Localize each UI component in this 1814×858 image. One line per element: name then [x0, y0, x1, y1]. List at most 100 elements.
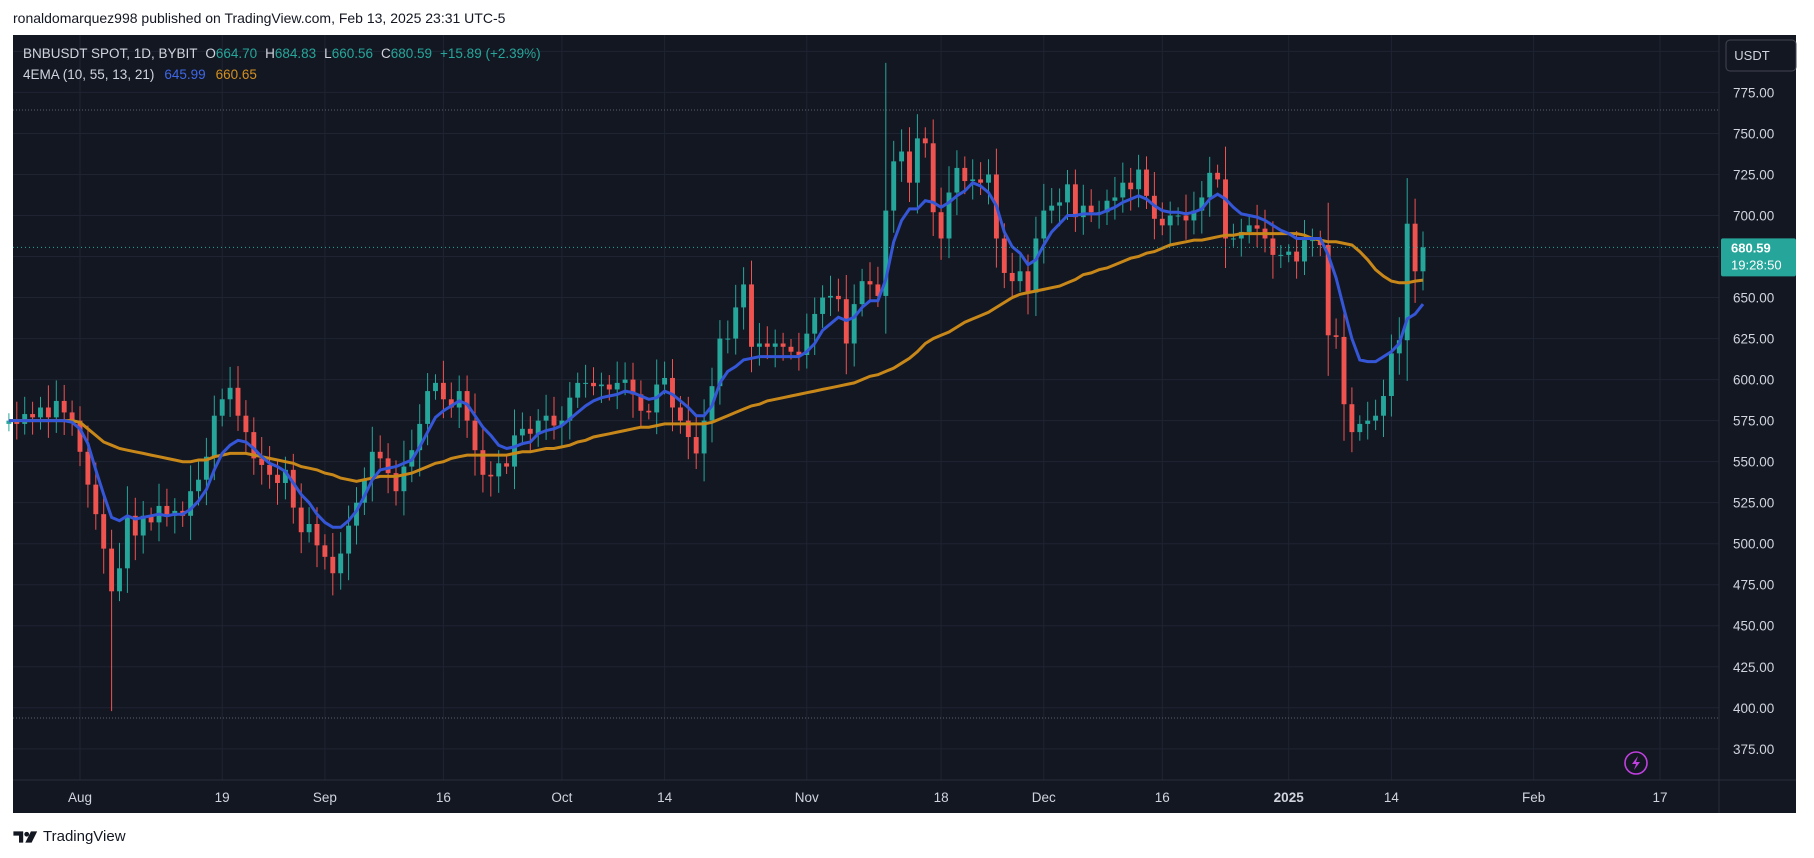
- candle-body: [899, 151, 905, 162]
- candle: [535, 409, 541, 447]
- price-tick-label: 400.00: [1733, 701, 1774, 716]
- chart-background: [13, 35, 1796, 813]
- candle: [69, 400, 75, 436]
- footer-brand[interactable]: TradingView: [13, 828, 126, 845]
- indicator-name: 4EMA (10, 55, 13, 21): [23, 67, 154, 82]
- candle-body: [962, 167, 968, 182]
- candle-body: [559, 420, 565, 426]
- candle-body: [859, 281, 865, 305]
- candle: [1246, 215, 1252, 244]
- candle: [804, 313, 810, 369]
- candle-body: [867, 281, 873, 285]
- candle-body: [1381, 396, 1386, 416]
- candle-body: [1017, 271, 1023, 282]
- lightning-icon[interactable]: [1624, 751, 1648, 775]
- bar-countdown: 19:28:50: [1731, 257, 1782, 272]
- candle-body: [124, 515, 130, 569]
- candle-body: [725, 338, 731, 340]
- candle: [30, 401, 36, 435]
- candle: [1159, 202, 1165, 236]
- candle: [440, 360, 446, 419]
- candle-body: [1325, 245, 1331, 336]
- candle: [946, 166, 952, 259]
- candle-body: [1159, 218, 1165, 226]
- candle: [986, 159, 991, 205]
- price-tick-label: 525.00: [1733, 496, 1774, 511]
- candle: [1317, 230, 1323, 257]
- candle-body: [425, 391, 431, 424]
- price-tick-label: 600.00: [1733, 373, 1774, 388]
- candle-body: [140, 515, 146, 536]
- candle: [978, 162, 984, 195]
- candle: [1349, 387, 1355, 453]
- candle-body: [251, 432, 257, 459]
- candle: [1112, 176, 1118, 220]
- candle-body: [583, 382, 589, 384]
- candle-body: [219, 399, 225, 416]
- candle: [733, 284, 739, 355]
- candle: [970, 159, 976, 200]
- price-tick-label: 650.00: [1733, 291, 1774, 306]
- candle: [1278, 245, 1284, 269]
- candle: [1270, 221, 1276, 279]
- candle: [1325, 202, 1331, 376]
- candle: [962, 156, 968, 195]
- candle-body: [109, 548, 115, 592]
- candle-body: [1254, 225, 1260, 229]
- candle-body: [1049, 205, 1055, 211]
- candle-body: [1183, 215, 1189, 221]
- candle: [124, 486, 130, 593]
- candle: [725, 320, 731, 354]
- currency-button[interactable]: USDT: [1725, 39, 1797, 72]
- candle: [53, 380, 59, 433]
- candle-body: [677, 407, 683, 421]
- candle: [1136, 154, 1142, 208]
- candle-body: [472, 420, 478, 451]
- candle-body: [101, 514, 107, 549]
- candle: [290, 453, 296, 524]
- ema-fast-line: [8, 180, 1425, 529]
- candle-body: [835, 295, 841, 300]
- price-tick-label: 500.00: [1733, 537, 1774, 552]
- candle-body: [638, 394, 644, 411]
- candle: [109, 529, 115, 712]
- candle: [235, 366, 241, 431]
- candle: [701, 399, 707, 482]
- candle: [140, 501, 146, 554]
- candle: [6, 413, 12, 432]
- currency-button-label[interactable]: USDT: [1734, 48, 1769, 63]
- candle-body: [1388, 353, 1394, 397]
- time-tick-label: Dec: [1032, 790, 1056, 805]
- candle: [132, 497, 138, 561]
- candle-body: [6, 420, 12, 424]
- time-tick-label: 14: [1384, 790, 1400, 805]
- candle-body: [385, 458, 391, 474]
- candle-body: [448, 399, 454, 408]
- candle-body: [369, 451, 375, 480]
- candle: [749, 260, 754, 373]
- price-tick-label: 450.00: [1733, 619, 1774, 634]
- candle: [1183, 194, 1189, 240]
- published-header: ronaldomarquez998 published on TradingVi…: [13, 10, 506, 26]
- candle-body: [1112, 197, 1118, 201]
- candle: [567, 382, 573, 440]
- candle-body: [606, 384, 612, 390]
- candle: [77, 406, 83, 467]
- candle: [575, 372, 581, 408]
- candle: [164, 488, 170, 527]
- candle-body: [646, 410, 652, 413]
- candle-body: [1191, 210, 1197, 221]
- candle: [519, 412, 525, 446]
- candle-body: [440, 382, 446, 400]
- candle: [259, 437, 265, 485]
- candle-body: [820, 297, 826, 314]
- candle: [527, 416, 533, 452]
- candle-body: [1286, 251, 1292, 255]
- candle-body: [828, 295, 833, 298]
- candle-body: [1207, 172, 1213, 198]
- candle: [922, 127, 928, 158]
- candle-body: [267, 464, 273, 475]
- candle: [480, 427, 486, 493]
- price-tick-label: 475.00: [1733, 578, 1774, 593]
